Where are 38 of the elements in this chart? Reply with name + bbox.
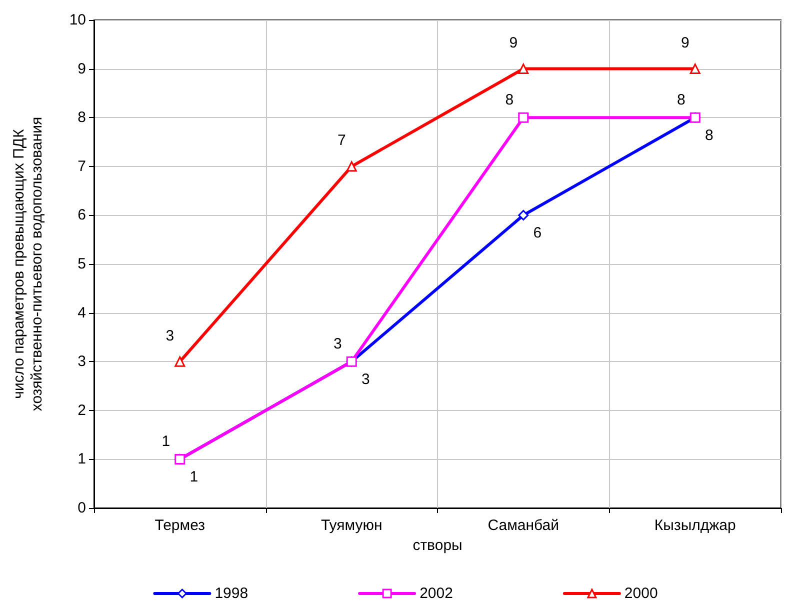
- y-axis-title: число параметров превыщающих ПДК хозяйственно-питьевого водопользования: [10, 116, 46, 412]
- data-label: 8: [704, 126, 714, 144]
- y-tick-label: 1: [78, 450, 86, 468]
- y-tick-label: 7: [78, 158, 86, 175]
- data-label: 1: [162, 432, 170, 450]
- x-tick-label: Туямуюн: [320, 517, 382, 534]
- y-tick-label: 10: [69, 12, 86, 28]
- data-label: 8: [505, 91, 514, 108]
- data-label: 9: [509, 34, 518, 52]
- data-label: 7: [337, 132, 346, 150]
- data-label: 6: [533, 224, 542, 242]
- y-tick-label: 2: [78, 402, 86, 419]
- legend-label: 2002: [420, 585, 453, 602]
- data-label: 1: [190, 468, 198, 486]
- point: [518, 210, 529, 220]
- x-tick-label: Кызылджар: [654, 517, 736, 534]
- legend-label: 2000: [624, 585, 658, 602]
- data-label: 3: [333, 335, 342, 352]
- point: [690, 64, 700, 74]
- x-axis-title: створы: [412, 536, 462, 554]
- data-label: 3: [361, 370, 370, 388]
- y-tick-label: 4: [78, 304, 86, 322]
- y-tick-label: 3: [78, 353, 86, 370]
- x-tick-label: Термез: [154, 517, 206, 534]
- data-label: 8: [676, 91, 686, 108]
- data-label: 9: [680, 34, 690, 52]
- point: [518, 64, 529, 74]
- y-tick-label: 5: [78, 256, 86, 272]
- data-label: 3: [166, 327, 174, 344]
- point: [518, 112, 529, 123]
- point: [174, 356, 186, 367]
- x-tick-label: Саманбай: [488, 517, 559, 534]
- legend-label: 1998: [214, 585, 248, 602]
- y-tick-label: 6: [78, 206, 86, 224]
- y-tick-label: 0: [78, 500, 86, 516]
- y-tick-label: 8: [78, 109, 86, 126]
- y-tick-label: 9: [78, 60, 86, 78]
- point: [346, 161, 357, 172]
